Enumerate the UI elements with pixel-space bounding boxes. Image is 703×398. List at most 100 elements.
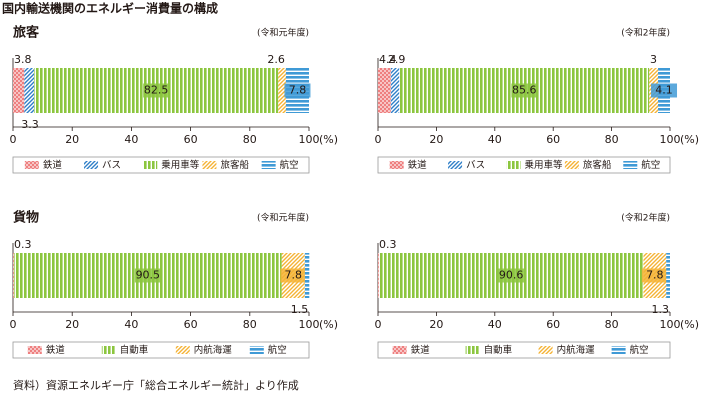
legend-label: 旅客船 bbox=[220, 159, 249, 171]
legend-swatch bbox=[389, 161, 404, 169]
x-tick-label: 20 bbox=[65, 318, 79, 331]
x-tick-label: 100 bbox=[299, 318, 320, 331]
x-tick-label: 0 bbox=[10, 133, 17, 146]
legend-label: 航空 bbox=[280, 159, 299, 171]
legend-swatch bbox=[564, 161, 579, 169]
x-tick-label: 40 bbox=[124, 133, 138, 146]
bar-segment bbox=[390, 68, 400, 113]
legend-label: 内航海運 bbox=[557, 344, 596, 356]
x-tick-label: 80 bbox=[243, 133, 257, 146]
data-label: 90.6 bbox=[499, 269, 524, 282]
legend-swatch bbox=[448, 161, 463, 169]
legend-label: 航空 bbox=[641, 159, 660, 171]
x-tick-label: 0 bbox=[375, 133, 382, 146]
data-label: 7.8 bbox=[285, 269, 303, 282]
x-tick-label: 40 bbox=[124, 318, 138, 331]
data-label: 2.9 bbox=[388, 53, 406, 66]
legend-label: 航空 bbox=[268, 344, 287, 356]
legend-label: 自動車 bbox=[120, 344, 149, 356]
legend-box bbox=[12, 341, 310, 359]
figure-title: 国内輸送機関のエネルギー消費量の構成 bbox=[2, 1, 218, 16]
legend-swatch bbox=[143, 161, 158, 169]
x-tick-label: 80 bbox=[605, 318, 619, 331]
data-label: 82.5 bbox=[144, 84, 169, 97]
x-tick-label: 100 bbox=[660, 318, 681, 331]
bar-segment bbox=[666, 253, 670, 298]
x-tick-label: 40 bbox=[488, 318, 502, 331]
x-tick-label: 80 bbox=[605, 133, 619, 146]
x-tick-label: 20 bbox=[65, 133, 79, 146]
legend-swatch bbox=[101, 346, 116, 354]
legend-swatch bbox=[27, 346, 42, 354]
legend-swatch bbox=[392, 346, 407, 354]
x-tick-label: 20 bbox=[429, 318, 443, 331]
x-tick-label: 60 bbox=[546, 318, 560, 331]
chart-subtitle: (令和元年度) bbox=[257, 212, 309, 224]
x-unit: (%) bbox=[680, 318, 699, 331]
x-tick-label: 20 bbox=[429, 133, 443, 146]
legend-swatch bbox=[84, 161, 99, 169]
legend-box bbox=[12, 156, 310, 174]
x-unit: (%) bbox=[319, 133, 338, 146]
legend-box bbox=[377, 341, 671, 359]
x-tick-label: 60 bbox=[184, 133, 198, 146]
legend-label: 鉄道 bbox=[43, 159, 63, 171]
bar-segment bbox=[378, 68, 391, 113]
legend-swatch bbox=[506, 161, 521, 169]
x-tick-label: 60 bbox=[184, 318, 198, 331]
legend-label: 鉄道 bbox=[46, 344, 66, 356]
x-unit: (%) bbox=[680, 133, 699, 146]
legend-swatch bbox=[24, 161, 39, 169]
section-title: 貨物 bbox=[13, 210, 39, 226]
bar-segment bbox=[13, 253, 14, 298]
x-tick-label: 100 bbox=[660, 133, 681, 146]
legend-box bbox=[377, 156, 671, 174]
bar-segment bbox=[378, 253, 379, 298]
bar-segment bbox=[24, 68, 35, 113]
x-tick-label: 0 bbox=[10, 318, 17, 331]
chart-subtitle: (令和2年度) bbox=[621, 212, 670, 224]
data-label: 3.3 bbox=[21, 118, 39, 131]
bar-segment bbox=[13, 68, 25, 113]
bar-segment bbox=[304, 253, 310, 298]
section-title: 旅客 bbox=[13, 25, 40, 41]
bar-segment bbox=[278, 68, 286, 113]
legend-label: 自動車 bbox=[484, 344, 513, 356]
data-label: 3 bbox=[650, 53, 657, 66]
data-label: 1.3 bbox=[652, 303, 670, 316]
data-label: 0.3 bbox=[14, 238, 32, 251]
legend-label: 乗用車等 bbox=[161, 159, 200, 171]
data-label: 90.5 bbox=[136, 269, 161, 282]
legend-swatch bbox=[261, 161, 276, 169]
legend-swatch bbox=[611, 346, 626, 354]
legend-swatch bbox=[465, 346, 480, 354]
data-label: 2.6 bbox=[267, 53, 285, 66]
legend-label: 旅客船 bbox=[583, 159, 612, 171]
x-unit: (%) bbox=[319, 318, 338, 331]
x-tick-label: 100 bbox=[299, 133, 320, 146]
legend-swatch bbox=[202, 161, 217, 169]
data-label: 3.8 bbox=[14, 53, 32, 66]
data-label: 4.4 bbox=[379, 53, 397, 66]
x-tick-label: 0 bbox=[375, 318, 382, 331]
source-note: 資料）資源エネルギー庁「総合エネルギー統計」より作成 bbox=[13, 378, 299, 392]
legend-label: バス bbox=[102, 160, 121, 171]
x-tick-label: 40 bbox=[488, 133, 502, 146]
data-label: 85.6 bbox=[512, 84, 537, 97]
legend-label: 航空 bbox=[630, 344, 649, 356]
data-label: 7.8 bbox=[289, 84, 307, 97]
legend-swatch bbox=[538, 346, 553, 354]
legend-swatch bbox=[175, 346, 190, 354]
legend-swatch bbox=[623, 161, 638, 169]
chart-subtitle: (令和2年度) bbox=[621, 27, 670, 39]
legend-label: バス bbox=[466, 160, 485, 171]
legend-label: 乗用車等 bbox=[524, 159, 563, 171]
legend-swatch bbox=[249, 346, 264, 354]
legend-label: 鉄道 bbox=[408, 159, 428, 171]
data-label: 1.5 bbox=[291, 303, 309, 316]
x-tick-label: 60 bbox=[546, 133, 560, 146]
chart-subtitle: (令和元年度) bbox=[257, 27, 309, 39]
data-label: 4.1 bbox=[655, 84, 673, 97]
legend-label: 内航海運 bbox=[194, 344, 233, 356]
